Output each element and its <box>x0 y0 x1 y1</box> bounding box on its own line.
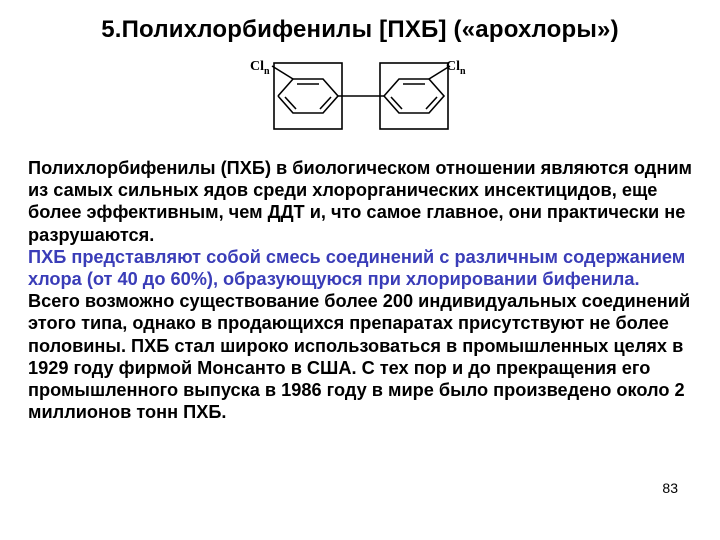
structure-container: Cln Cln <box>28 50 692 147</box>
left-cln-label: Cln <box>250 59 270 77</box>
right-ring-bond-bl <box>391 97 402 109</box>
biphenyl-structure-diagram: Cln Cln <box>190 50 530 147</box>
page-number: 83 <box>662 480 678 496</box>
body-seg1: Полихлорбифенилы (ПХБ) в биологическом о… <box>28 158 692 245</box>
left-ring-bond-br <box>320 97 331 109</box>
body-seg2-blue: ПХБ представляют собой смесь соединений … <box>28 247 685 289</box>
left-ring-bond-bl <box>285 97 296 109</box>
slide-title: 5.Полихлорбифенилы [ПХБ] («арохлоры») <box>28 16 692 44</box>
slide-root: 5.Полихлорбифенилы [ПХБ] («арохлоры») Cl… <box>0 0 720 540</box>
left-cln-bond <box>272 66 293 79</box>
right-cln-label: Cln <box>446 59 466 77</box>
body-seg3: Всего возможно существование более 200 и… <box>28 291 690 422</box>
right-ring-bond-br <box>426 97 437 109</box>
body-paragraph: Полихлорбифенилы (ПХБ) в биологическом о… <box>28 157 692 423</box>
biphenyl-svg: Cln Cln <box>190 50 530 142</box>
